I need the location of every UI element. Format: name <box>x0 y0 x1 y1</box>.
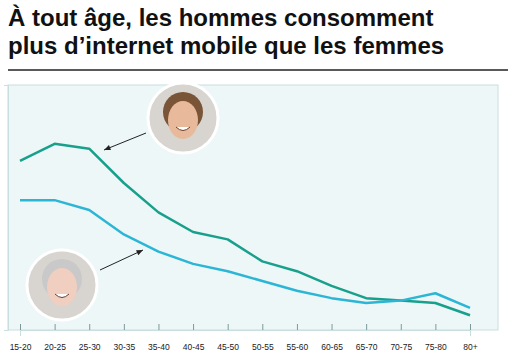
x-tick: 15-20 <box>10 324 32 352</box>
x-tick: 65-70 <box>356 324 378 352</box>
x-tick-mark <box>262 324 263 330</box>
x-tick-mark <box>470 324 471 330</box>
x-tick-label: 30-35 <box>113 342 135 352</box>
x-tick-mark <box>193 324 194 330</box>
title: À tout âge, les hommes consommentplus d’… <box>8 4 444 59</box>
x-tick-label: 25-30 <box>79 342 101 352</box>
woman-portrait-bg <box>27 250 97 320</box>
man-arrow-head <box>104 145 111 150</box>
x-tick-label: 50-55 <box>252 342 274 352</box>
x-tick-label: 75-80 <box>425 342 447 352</box>
x-tick: 20-25 <box>44 324 66 352</box>
x-axis-line <box>21 331 471 337</box>
x-tick: 35-40 <box>148 324 170 352</box>
x-tick-mark <box>401 324 402 330</box>
x-tick: 30-35 <box>113 324 135 352</box>
x-axis: 15-20 20-25 25-30 30-35 35-40 40-45 45-50 50-55… <box>10 324 478 352</box>
y-axis <box>4 86 9 331</box>
man-arrow <box>104 133 146 150</box>
x-tick-label: 55-60 <box>287 342 309 352</box>
x-tick-mark <box>297 324 298 330</box>
man-portrait-face <box>168 101 198 139</box>
x-tick: 50-55 <box>252 324 274 352</box>
x-tick: 25-30 <box>79 324 101 352</box>
x-tick-label: 15-20 <box>10 342 32 352</box>
x-tick-label: 70-75 <box>390 342 412 352</box>
x-tick-mark <box>20 324 21 330</box>
x-tick-mark <box>435 324 436 330</box>
title-rule <box>8 69 508 71</box>
woman-portrait-smile <box>55 294 69 298</box>
x-tick-label: 35-40 <box>148 342 170 352</box>
x-tick-label: 65-70 <box>356 342 378 352</box>
x-tick-mark <box>124 324 125 330</box>
x-tick-mark <box>332 324 333 330</box>
x-tick-mark <box>366 324 367 330</box>
x-tick: 40-45 <box>183 324 205 352</box>
woman-portrait-face <box>47 268 77 306</box>
x-tick: 55-60 <box>287 324 309 352</box>
x-tick: 60-65 <box>321 324 343 352</box>
woman-arrow <box>100 250 143 270</box>
x-tick-mark <box>158 324 159 330</box>
man-portrait-bg <box>148 83 218 153</box>
x-tick-mark <box>55 324 56 330</box>
x-tick-label: 60-65 <box>321 342 343 352</box>
x-tick: 80+ <box>463 324 477 352</box>
plot-frame <box>8 85 498 330</box>
woman-arrow-head <box>136 250 143 255</box>
y-axis-line <box>4 86 9 331</box>
man-portrait-smile <box>176 127 190 131</box>
x-tick: 75-80 <box>425 324 447 352</box>
x-tick-label: 45-50 <box>217 342 239 352</box>
x-tick-label: 40-45 <box>183 342 205 352</box>
x-tick-label: 20-25 <box>44 342 66 352</box>
x-tick-mark <box>89 324 90 330</box>
x-tick: 70-75 <box>390 324 412 352</box>
man-portrait <box>148 83 218 153</box>
x-tick-label: 80+ <box>463 342 477 352</box>
woman-portrait <box>27 250 97 320</box>
x-tick: 45-50 <box>217 324 239 352</box>
x-tick-mark <box>228 324 229 330</box>
